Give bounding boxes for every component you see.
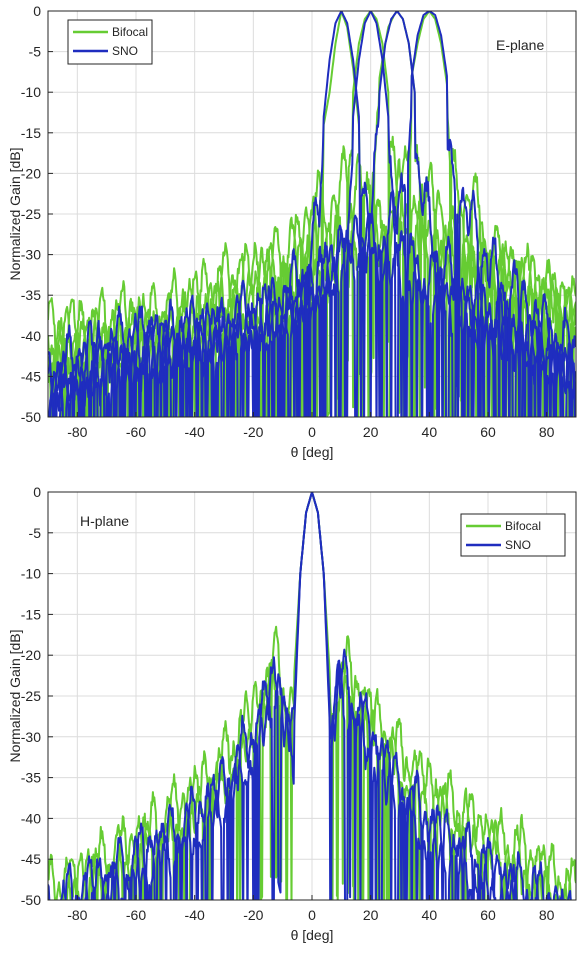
y-axis-label: Normalized Gain [dB] xyxy=(7,147,23,280)
y-tick-label: -45 xyxy=(21,368,41,384)
legend-label-bifocal: Bifocal xyxy=(112,25,148,39)
series-group xyxy=(48,11,576,417)
legend-box xyxy=(67,19,153,65)
x-tick-label: 20 xyxy=(363,424,379,440)
y-tick-label: -10 xyxy=(21,84,41,100)
series-sno-beam-0 xyxy=(48,492,572,900)
y-tick-label: -50 xyxy=(21,409,41,425)
x-tick-label: -60 xyxy=(126,424,146,440)
y-tick-label: -35 xyxy=(21,770,41,786)
y-tick-label: -5 xyxy=(29,525,42,541)
series-sno-beam-0 xyxy=(48,11,576,417)
x-tick-label: -60 xyxy=(126,907,146,923)
x-tick-label: 80 xyxy=(539,907,555,923)
h-plane-chart: -80 -60 -40 -20 0 20 40 60 80 0 -5 -10 -15 -20 -25 -30 -… xyxy=(7,484,577,943)
y-tick-label: 0 xyxy=(33,484,41,500)
x-tick-label: 20 xyxy=(363,907,379,923)
x-tick-label: 60 xyxy=(480,907,496,923)
x-tick-label: 80 xyxy=(539,424,555,440)
series-sno-beam-1 xyxy=(60,492,567,900)
y-tick-label: -45 xyxy=(21,851,41,867)
series-group xyxy=(48,492,576,900)
y-tick-label: -15 xyxy=(21,606,41,622)
legend-label-bifocal: Bifocal xyxy=(505,519,541,533)
y-tick-label: -15 xyxy=(21,125,41,141)
y-tick-label: -50 xyxy=(21,892,41,908)
legend-label-sno: SNO xyxy=(505,538,531,552)
x-axis-label: θ [deg] xyxy=(291,444,334,460)
series-sno-beam-2 xyxy=(48,11,576,417)
x-tick-label: -80 xyxy=(67,907,87,923)
x-tick-label: -20 xyxy=(243,907,263,923)
y-axis-label: Normalized Gain [dB] xyxy=(7,629,23,762)
x-tick-label: 0 xyxy=(308,907,316,923)
x-tick-label: -20 xyxy=(243,424,263,440)
x-tick-label: 40 xyxy=(422,424,438,440)
e-plane-chart: -80 -60 -40 -20 0 20 40 60 80 0 -5 -10 -15 -20 -25 -30 -… xyxy=(7,3,577,460)
legend-box xyxy=(460,513,566,557)
x-tick-label: -40 xyxy=(185,424,205,440)
y-tick-label: -30 xyxy=(21,729,41,745)
legend: Bifocal SNO xyxy=(460,513,566,557)
plane-annotation: E-plane xyxy=(496,37,544,53)
x-tick-label: -80 xyxy=(67,424,87,440)
y-tick-label: -20 xyxy=(21,647,41,663)
y-tick-label: -5 xyxy=(29,44,42,60)
legend-label-sno: SNO xyxy=(112,44,138,58)
y-tick-label: -40 xyxy=(21,810,41,826)
legend: Bifocal SNO xyxy=(67,19,153,65)
y-tick-label: -35 xyxy=(21,287,41,303)
y-tick-label: -20 xyxy=(21,165,41,181)
x-tick-label: 0 xyxy=(308,424,316,440)
y-tick-label: 0 xyxy=(33,3,41,19)
y-tick-label: -30 xyxy=(21,247,41,263)
x-tick-label: 60 xyxy=(480,424,496,440)
x-axis-label: θ [deg] xyxy=(291,927,334,943)
y-tick-label: -10 xyxy=(21,566,41,582)
y-tick-label: -40 xyxy=(21,328,41,344)
series-sno-beam-3 xyxy=(48,11,576,417)
y-tick-label: -25 xyxy=(21,206,41,222)
y-tick-label: -25 xyxy=(21,688,41,704)
x-tick-label: -40 xyxy=(185,907,205,923)
x-tick-label: 40 xyxy=(422,907,438,923)
plane-annotation: H-plane xyxy=(80,513,129,529)
